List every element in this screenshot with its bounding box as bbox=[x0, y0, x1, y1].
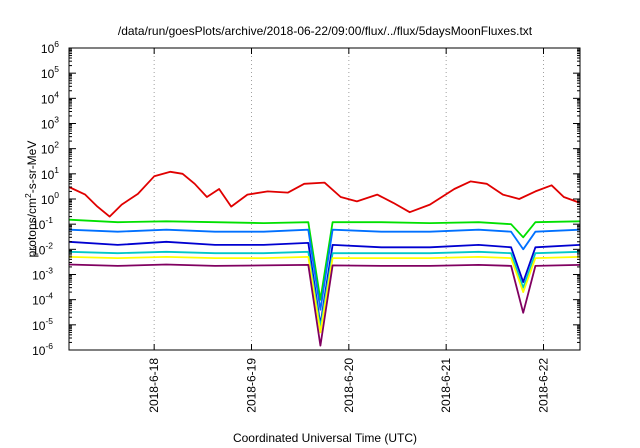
series-line-7 bbox=[68, 263, 581, 347]
data-series bbox=[68, 170, 581, 347]
y-tick-label: 10-2 bbox=[32, 240, 53, 257]
y-tick-label: 10-6 bbox=[32, 341, 53, 358]
y-tick-label: 101 bbox=[41, 165, 59, 182]
y-tick-label: 10-4 bbox=[32, 291, 53, 308]
x-axis-title: Coordinated Universal Time (UTC) bbox=[233, 431, 417, 445]
y-tick-label: 103 bbox=[41, 115, 59, 132]
chart-title: /data/run/goesPlots/archive/2018-06-22/0… bbox=[118, 24, 533, 38]
y-axis-title-prefix: protons/cm bbox=[25, 198, 39, 257]
y-tick-label: 102 bbox=[41, 140, 59, 157]
y-tick-label: 100 bbox=[41, 190, 59, 207]
y-tick-label: 104 bbox=[41, 89, 59, 106]
x-tick-label: 2018-6-20 bbox=[342, 358, 356, 413]
y-tick-label: 105 bbox=[41, 64, 59, 81]
y-axis-title: protons/cm2-s-sr-MeV bbox=[23, 141, 39, 258]
x-tick-label: 2018-6-18 bbox=[147, 358, 161, 413]
y-tick-label: 10-1 bbox=[32, 215, 53, 232]
axes: 2018-6-18 2018-6-19 2018-6-20 2018-6-21 2018… bbox=[32, 39, 580, 413]
y-tick-label: 10-3 bbox=[32, 266, 53, 283]
series-line-3 bbox=[68, 228, 581, 311]
series-line-4 bbox=[68, 240, 581, 326]
y-axis-title-superscript: 2 bbox=[23, 193, 33, 198]
series-line-2 bbox=[68, 218, 581, 301]
x-tick-label: 2018-6-21 bbox=[439, 358, 453, 413]
series-line-6 bbox=[68, 255, 581, 334]
y-tick-label: 106 bbox=[41, 39, 59, 56]
series-line-1 bbox=[68, 170, 581, 218]
y-tick-label: 10-5 bbox=[32, 316, 53, 333]
x-tick-label: 2018-6-22 bbox=[537, 358, 551, 413]
y-axis-title-suffix: -s-sr-MeV bbox=[25, 141, 39, 194]
series-line-5 bbox=[68, 250, 581, 329]
x-tick-label: 2018-6-19 bbox=[245, 358, 259, 413]
